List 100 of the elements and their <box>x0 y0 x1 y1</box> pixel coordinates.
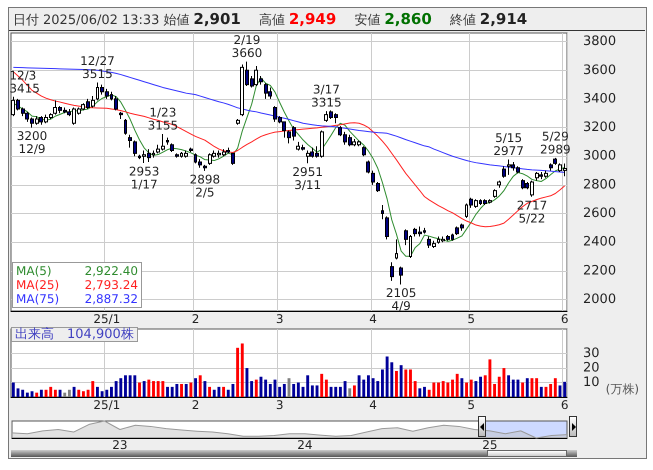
candlestick <box>119 111 123 120</box>
y-tick-label: 2000 <box>583 292 616 308</box>
bar <box>236 348 240 397</box>
y-axis-title: (万株) <box>606 382 640 396</box>
chart-title: 出来高 104,900株 <box>15 326 134 342</box>
x-tick-label: 25 <box>482 438 498 452</box>
candlestick <box>553 157 557 166</box>
x-tick-label: 25/1 <box>93 398 120 412</box>
y-tick-label: 3800 <box>583 34 616 50</box>
candlestick <box>381 204 384 220</box>
candlestick <box>268 86 272 100</box>
bar <box>288 378 290 397</box>
x-tick-label: 25/1 <box>93 312 120 326</box>
text: MA(25) 2,793.24 <box>16 278 138 292</box>
bar <box>161 381 164 397</box>
bar <box>554 378 557 397</box>
candlestick <box>166 137 169 146</box>
bar <box>502 368 506 397</box>
candlestick <box>184 150 188 158</box>
y-tick-label: 3400 <box>583 91 616 106</box>
candlestick <box>231 152 235 166</box>
y-tick-label: 2400 <box>583 234 616 250</box>
bar <box>428 390 431 397</box>
bar <box>395 370 398 397</box>
bar <box>282 384 286 397</box>
candlestick <box>507 159 511 176</box>
bar <box>352 385 356 397</box>
bar <box>189 382 192 397</box>
candlestick <box>226 147 230 154</box>
bar <box>516 380 520 397</box>
x-tick-label: 3 <box>276 398 284 412</box>
text: 2/19 3660 <box>232 33 262 60</box>
candlestick <box>362 146 366 157</box>
y-tick-label: 30 <box>583 346 600 362</box>
bar <box>175 384 178 397</box>
bar <box>460 378 464 397</box>
x-tick-label: 5 <box>467 312 476 326</box>
bar <box>138 382 141 397</box>
text: 3/17 3315 <box>311 82 342 110</box>
candlestick <box>114 96 118 111</box>
candlestick <box>497 180 501 188</box>
bar <box>54 390 57 397</box>
bar <box>521 382 524 397</box>
candlestick <box>395 238 398 260</box>
y-tick-label: 3000 <box>583 148 616 164</box>
bar <box>507 375 510 397</box>
bar <box>358 375 361 397</box>
bar <box>324 380 328 397</box>
text: 1/23 3155 <box>148 106 178 133</box>
candlestick <box>133 140 137 157</box>
x-tick-label: 4 <box>369 398 377 412</box>
bar <box>180 384 183 397</box>
candlestick <box>385 216 389 240</box>
bar <box>44 390 48 397</box>
x-tick-label: 2 <box>192 398 200 412</box>
text: 2951 3/11 <box>292 164 323 192</box>
x-tick-label: 2 <box>192 312 200 326</box>
candlestick <box>208 152 212 166</box>
text: MA(5) 2,922.40 <box>16 264 138 278</box>
text: 12/27 3515 <box>80 54 115 81</box>
bar <box>203 381 206 397</box>
candlestick <box>306 150 310 164</box>
y-tick-label: 3600 <box>583 62 616 78</box>
candlestick <box>203 164 207 172</box>
x-tick-label: 6 <box>560 398 568 412</box>
candlestick <box>390 262 394 282</box>
candlestick <box>502 166 506 178</box>
candlestick <box>175 152 179 158</box>
candlestick <box>549 162 553 172</box>
text: 2898 2/5 <box>190 172 220 200</box>
bar <box>58 390 62 397</box>
candlestick <box>376 182 380 193</box>
text: 5/15 2977 <box>493 131 524 158</box>
y-tick-label: 3200 <box>583 120 616 136</box>
bar <box>133 375 136 397</box>
x-tick-label: 23 <box>112 438 128 452</box>
x-tick-label: 6 <box>560 312 568 326</box>
text: MA(75) 2,887.32 <box>16 292 138 306</box>
bar <box>63 392 66 397</box>
bar <box>465 382 468 397</box>
candlestick <box>170 142 174 152</box>
candlestick <box>521 178 525 190</box>
bar <box>292 384 296 397</box>
candlestick <box>371 170 375 186</box>
chart-title: 日付 2025/06/02 13:33 始値 2,901 高値 2,949 安値 2,860 終値 2,914 <box>13 10 528 28</box>
text: 3200 12/9 <box>16 129 48 156</box>
x-tick-label: 5 <box>467 398 476 412</box>
candlestick <box>399 266 403 285</box>
x-tick-label: 4 <box>369 312 377 326</box>
candlestick <box>535 172 539 182</box>
bar <box>540 386 543 397</box>
text: 2953 1/17 <box>128 164 160 192</box>
bar <box>330 386 332 397</box>
y-tick-label: 10 <box>583 375 600 390</box>
bar <box>231 384 234 397</box>
candlestick <box>366 160 370 174</box>
bar <box>222 386 226 397</box>
bar <box>35 392 38 397</box>
y-tick-label: 2800 <box>583 177 616 192</box>
text: 2105 4/9 <box>386 286 416 313</box>
